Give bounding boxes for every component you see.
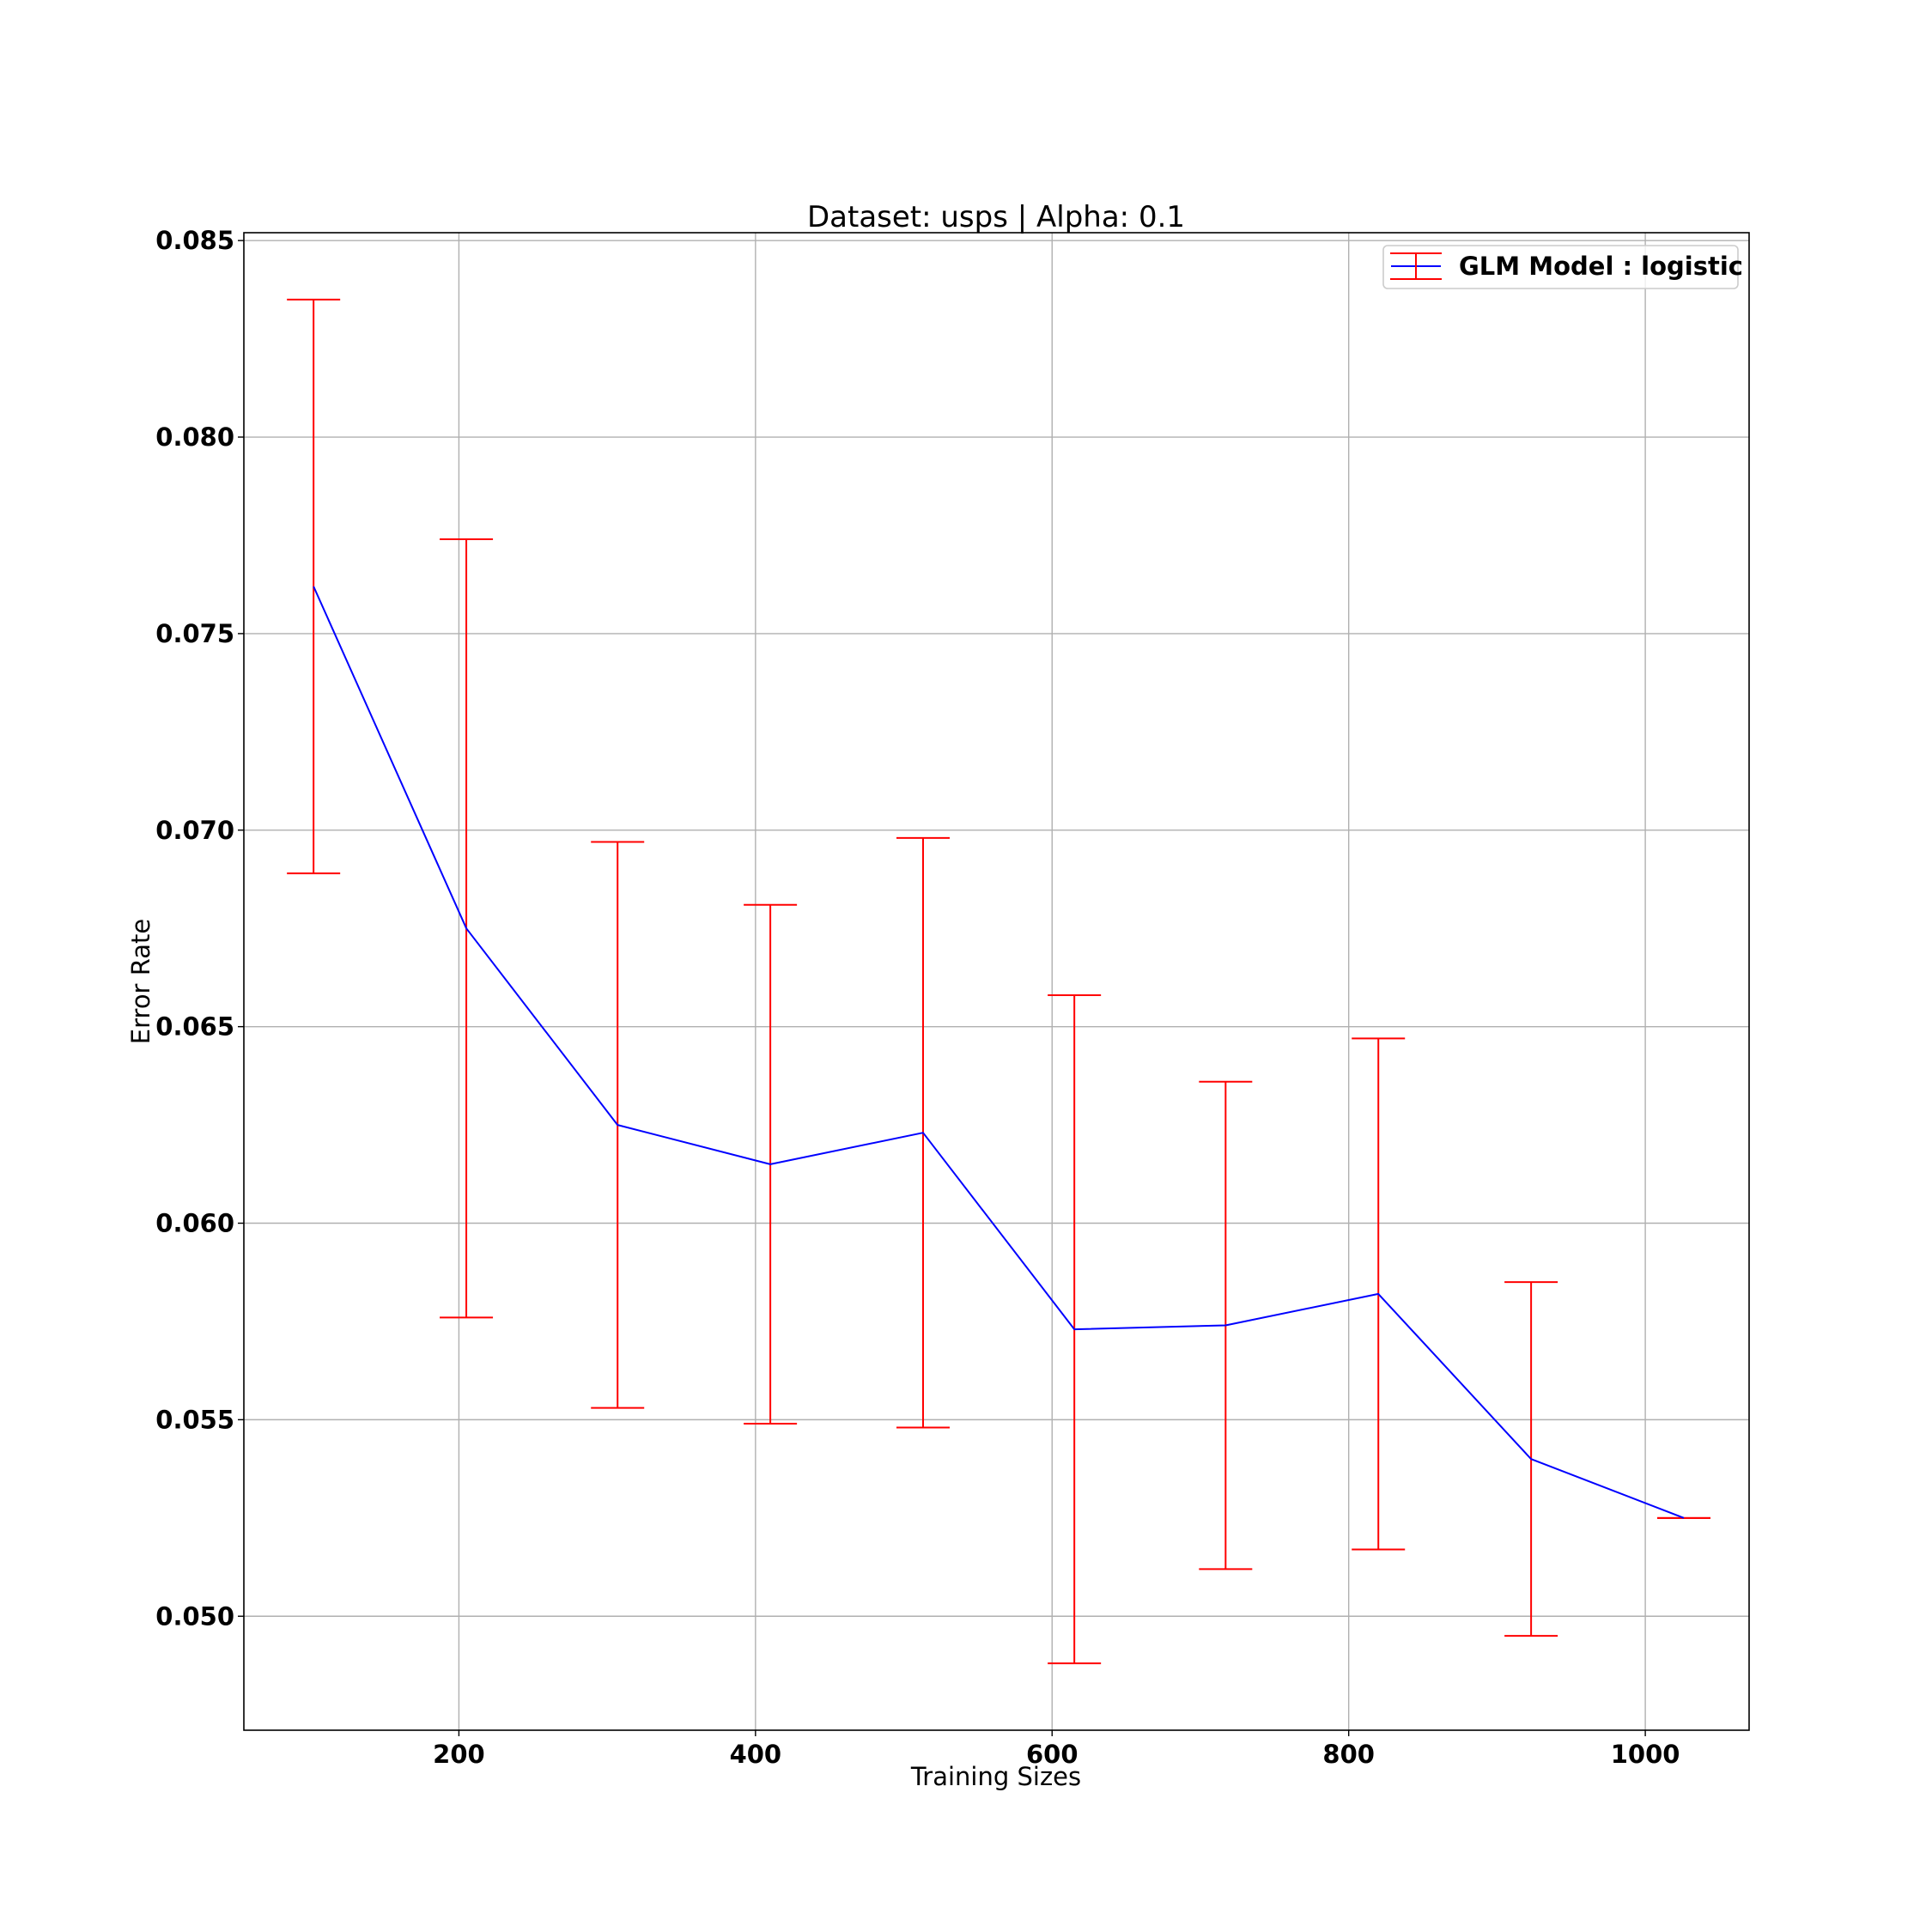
y-tick-label: 0.080 — [155, 422, 234, 452]
legend-box — [1382, 245, 1739, 289]
x-tick-label: 400 — [730, 1740, 782, 1769]
chart-title: Dataset: usps | Alpha: 0.1 — [807, 200, 1185, 234]
x-axis-ticks: 200 400 600 800 1000 — [433, 1730, 1680, 1769]
series-line-layer — [313, 586, 1685, 1519]
x-tick-label: 600 — [1026, 1740, 1078, 1769]
plot-frame — [243, 232, 1750, 1731]
y-tick-label: 0.060 — [155, 1209, 234, 1238]
y-axis-label: Error Rate — [126, 919, 155, 1044]
series-line — [313, 586, 1685, 1519]
y-tick-label: 0.085 — [155, 226, 234, 255]
y-tick-label: 0.055 — [155, 1405, 234, 1434]
legend-label: GLM Model : logistic — [1459, 252, 1743, 281]
grid — [244, 233, 1749, 1730]
y-tick-label: 0.075 — [155, 619, 234, 648]
y-tick-label: 0.065 — [155, 1012, 234, 1042]
x-tick-label: 200 — [433, 1740, 485, 1769]
y-tick-label: 0.050 — [155, 1601, 234, 1631]
x-axis-label: Training Sizes — [910, 1762, 1081, 1791]
y-axis-ticks: 0.050 0.055 0.060 0.065 0.070 0.075 0.080 0.085 — [155, 226, 244, 1631]
x-tick-label: 1000 — [1611, 1740, 1680, 1769]
y-tick-label: 0.070 — [155, 816, 234, 845]
legend: GLM Model : logistic — [1382, 245, 1743, 289]
x-tick-label: 800 — [1322, 1740, 1375, 1769]
